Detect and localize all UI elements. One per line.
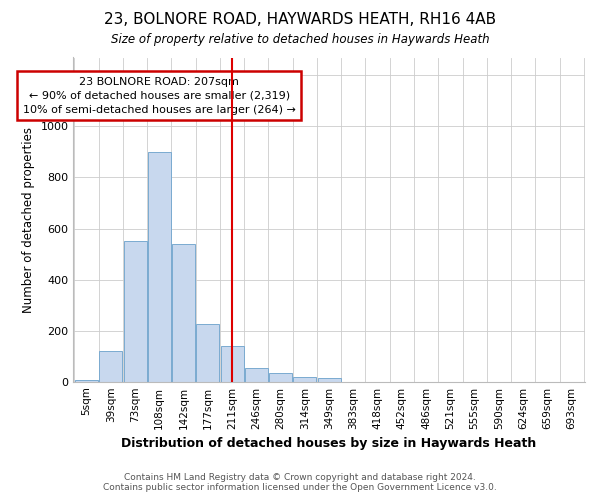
- Bar: [75, 380, 98, 382]
- Bar: [148, 152, 171, 382]
- Text: 23, BOLNORE ROAD, HAYWARDS HEATH, RH16 4AB: 23, BOLNORE ROAD, HAYWARDS HEATH, RH16 4…: [104, 12, 496, 28]
- Bar: [245, 368, 268, 382]
- X-axis label: Distribution of detached houses by size in Haywards Heath: Distribution of detached houses by size …: [121, 437, 537, 450]
- Bar: [269, 372, 292, 382]
- Bar: [293, 376, 316, 382]
- Bar: [124, 242, 146, 382]
- Bar: [99, 351, 122, 382]
- Bar: [172, 244, 195, 382]
- Bar: [317, 378, 341, 382]
- Text: Contains HM Land Registry data © Crown copyright and database right 2024.
Contai: Contains HM Land Registry data © Crown c…: [103, 473, 497, 492]
- Bar: [196, 324, 220, 382]
- Text: Size of property relative to detached houses in Haywards Heath: Size of property relative to detached ho…: [110, 32, 490, 46]
- Bar: [221, 346, 244, 382]
- Y-axis label: Number of detached properties: Number of detached properties: [22, 126, 35, 312]
- Text: 23 BOLNORE ROAD: 207sqm
← 90% of detached houses are smaller (2,319)
10% of semi: 23 BOLNORE ROAD: 207sqm ← 90% of detache…: [23, 76, 296, 114]
